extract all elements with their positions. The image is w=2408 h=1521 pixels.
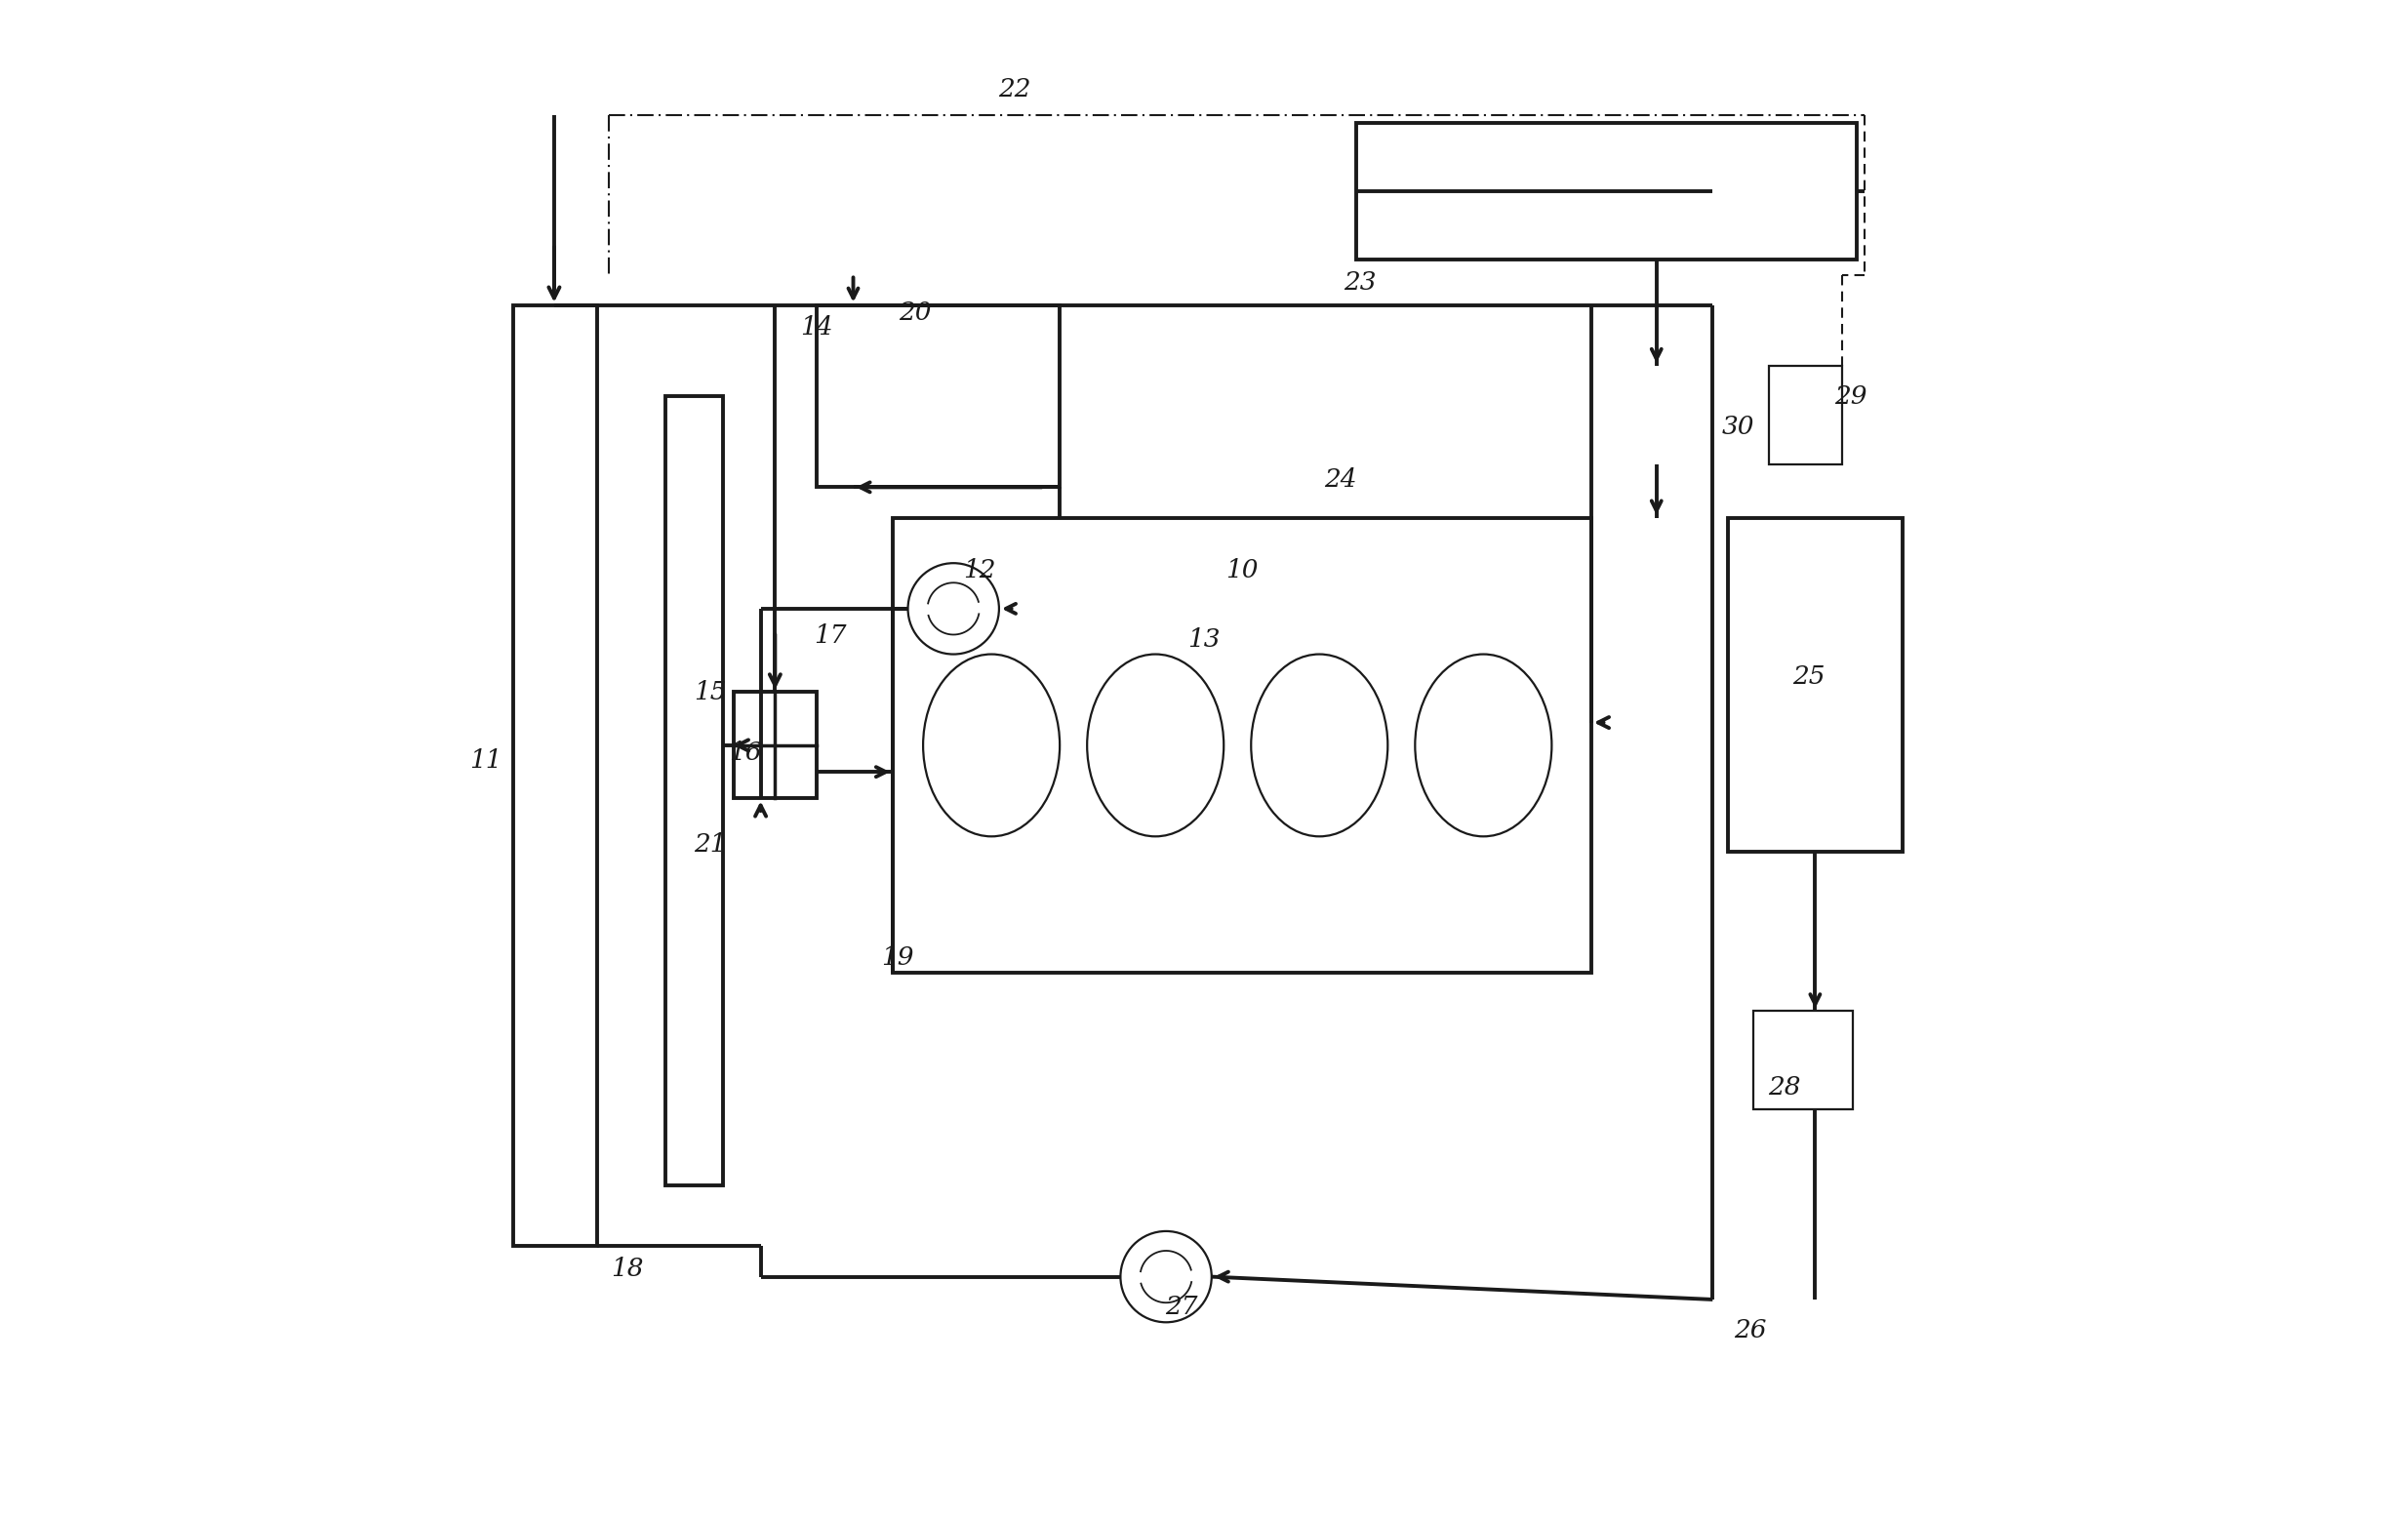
Circle shape [908,563,999,654]
Bar [816,306,1060,487]
Text: 14: 14 [799,315,833,341]
Bar [1770,365,1842,464]
Text: 13: 13 [1187,627,1221,651]
Bar [1729,517,1902,852]
Ellipse shape [922,654,1060,837]
Text: 21: 21 [694,832,727,856]
Text: 23: 23 [1344,271,1377,295]
Bar [734,692,816,799]
Bar [1753,1011,1852,1110]
Bar [665,395,722,1186]
Text: 20: 20 [898,301,932,325]
Text: 29: 29 [1835,383,1866,408]
Text: 22: 22 [997,78,1031,102]
Text: 17: 17 [814,624,848,648]
Text: 25: 25 [1792,665,1825,689]
Text: 18: 18 [612,1256,643,1281]
Bar [513,306,597,1246]
Ellipse shape [1086,654,1223,837]
Text: 27: 27 [1165,1294,1197,1319]
Text: 15: 15 [694,680,727,704]
Ellipse shape [1416,654,1551,837]
Text: 16: 16 [730,741,761,765]
Bar [1356,123,1857,260]
Ellipse shape [1252,654,1387,837]
Text: 26: 26 [1734,1317,1767,1342]
Text: 11: 11 [470,748,503,773]
Bar [893,517,1592,973]
Text: 28: 28 [1767,1075,1801,1100]
Text: 10: 10 [1226,558,1259,583]
Text: 24: 24 [1324,467,1358,491]
Text: 30: 30 [1722,414,1755,438]
Circle shape [1120,1230,1211,1322]
Text: 12: 12 [963,558,995,583]
Text: 19: 19 [881,946,913,970]
